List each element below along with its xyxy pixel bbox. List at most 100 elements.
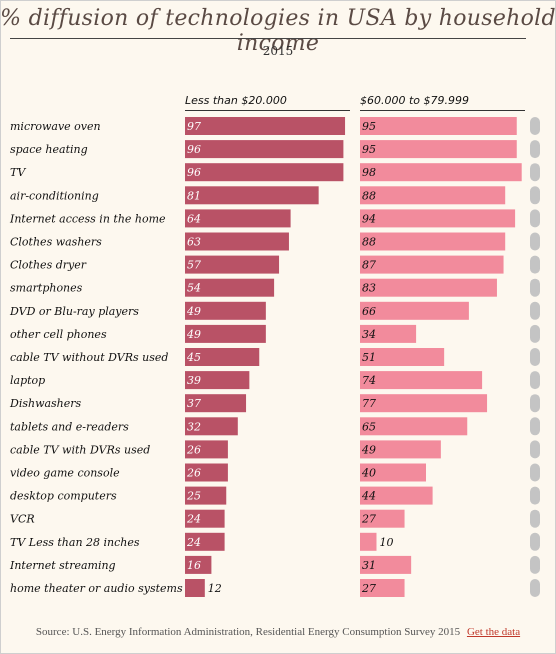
title-divider (10, 38, 526, 39)
data-label-mid-income: 34 (362, 328, 376, 341)
bar-mid-income (360, 209, 516, 228)
row-scroll-handle (530, 555, 540, 574)
row-scroll-handle (530, 486, 540, 505)
bar-low-income (185, 417, 238, 436)
bar-low-income (185, 371, 250, 390)
row-scroll-handle (530, 140, 540, 159)
data-label-mid-income: 88 (362, 236, 376, 249)
category-label: smartphones (10, 282, 83, 295)
bar-mid-income (360, 324, 417, 343)
row-scroll-handle (530, 232, 540, 251)
category-label: microwave oven (10, 120, 101, 133)
row-scroll-handle (530, 394, 540, 413)
bar-mid-income (360, 394, 488, 413)
bar-low-income (185, 324, 266, 343)
bar-mid-income (360, 163, 522, 182)
row-scroll-handle (530, 579, 540, 597)
chart-subtitle: 2015 (262, 44, 294, 58)
category-label: space heating (10, 143, 88, 156)
data-label-low-income: 12 (208, 582, 222, 595)
category-label: Internet access in the home (9, 212, 166, 225)
bar-low-income (185, 440, 228, 459)
bar-low-income (185, 486, 227, 505)
row-scroll-handle (530, 440, 540, 459)
data-label-low-income: 54 (187, 282, 201, 295)
bar-low-income (185, 555, 212, 574)
category-label: laptop (10, 374, 45, 387)
bar-mid-income (360, 417, 468, 436)
data-label-mid-income: 83 (362, 282, 376, 295)
data-label-mid-income: 27 (361, 582, 376, 595)
data-label-mid-income: 74 (362, 374, 376, 387)
row-scroll-handle (530, 278, 540, 297)
bar-low-income (185, 532, 225, 551)
bar-mid-income (360, 532, 377, 551)
row-scroll-handle (530, 324, 540, 343)
data-label-low-income: 81 (187, 189, 201, 202)
data-label-mid-income: 49 (361, 443, 376, 456)
data-label-low-income: 37 (187, 397, 201, 410)
bar-low-income (185, 163, 344, 182)
category-label: desktop computers (10, 490, 117, 503)
row-scroll-handle (530, 532, 540, 551)
data-label-low-income: 97 (187, 120, 201, 133)
bar-low-income (185, 140, 344, 159)
bar-mid-income (360, 555, 412, 574)
bar-mid-income (360, 232, 506, 251)
category-label: cable TV with DVRs used (10, 443, 150, 456)
bar-mid-income (360, 463, 426, 482)
bar-mid-income (360, 301, 469, 320)
row-scroll-handle (530, 371, 540, 390)
category-label: TV (10, 166, 26, 179)
bar-low-income (185, 579, 205, 597)
row-scroll-handle (530, 348, 540, 366)
data-label-low-income: 24 (186, 536, 201, 549)
row-scroll-handle (530, 209, 540, 228)
data-label-low-income: 39 (187, 374, 201, 387)
data-label-low-income: 49 (186, 328, 201, 341)
row-scroll-handle (530, 255, 540, 274)
category-label: TV Less than 28 inches (10, 536, 140, 549)
bar-low-income (185, 278, 275, 297)
data-label-mid-income: 87 (362, 259, 376, 272)
data-label-low-income: 96 (187, 166, 201, 179)
category-label: Clothes washers (10, 236, 102, 249)
data-label-low-income: 57 (187, 259, 201, 272)
bar-low-income (185, 209, 291, 228)
row-scroll-handle (530, 117, 540, 135)
data-label-mid-income: 98 (362, 166, 376, 179)
category-label: Dishwashers (9, 397, 82, 410)
bar-low-income (185, 232, 289, 251)
data-label-low-income: 16 (187, 559, 201, 572)
get-data-link[interactable]: Get the data (466, 626, 521, 638)
series-header-divider-mid-income (360, 110, 525, 111)
bar-low-income (185, 255, 280, 274)
data-label-low-income: 96 (187, 143, 201, 156)
bar-mid-income (360, 440, 441, 459)
bar-chart: microwave oven 97 95 space heating 96 95 TV 96 9… (9, 117, 540, 597)
data-label-low-income: 26 (186, 443, 201, 456)
category-label: air-conditioning (10, 189, 99, 202)
row-scroll-handle (530, 186, 540, 205)
data-label-mid-income: 40 (361, 467, 376, 480)
data-label-mid-income: 94 (362, 212, 376, 225)
category-label: VCR (10, 513, 35, 526)
bar-low-income (185, 348, 260, 366)
data-label-mid-income: 27 (361, 513, 376, 526)
data-label-low-income: 45 (186, 351, 201, 364)
row-scroll-handle (530, 463, 540, 482)
data-label-low-income: 49 (186, 305, 201, 318)
data-label-mid-income: 66 (362, 305, 376, 318)
category-label: other cell phones (10, 328, 107, 341)
data-label-low-income: 25 (186, 490, 201, 503)
series-header-low-income: Less than $20.000 (185, 94, 287, 107)
source-footer: Source: U.S. Energy Information Administ… (0, 626, 556, 638)
bar-mid-income (360, 348, 445, 366)
category-label: cable TV without DVRs used (10, 351, 168, 364)
bar-mid-income (360, 140, 517, 159)
data-label-mid-income: 95 (362, 143, 376, 156)
row-scroll-handle (530, 301, 540, 320)
bar-mid-income (360, 579, 405, 597)
bar-low-income (185, 463, 228, 482)
bar-low-income (185, 186, 319, 205)
